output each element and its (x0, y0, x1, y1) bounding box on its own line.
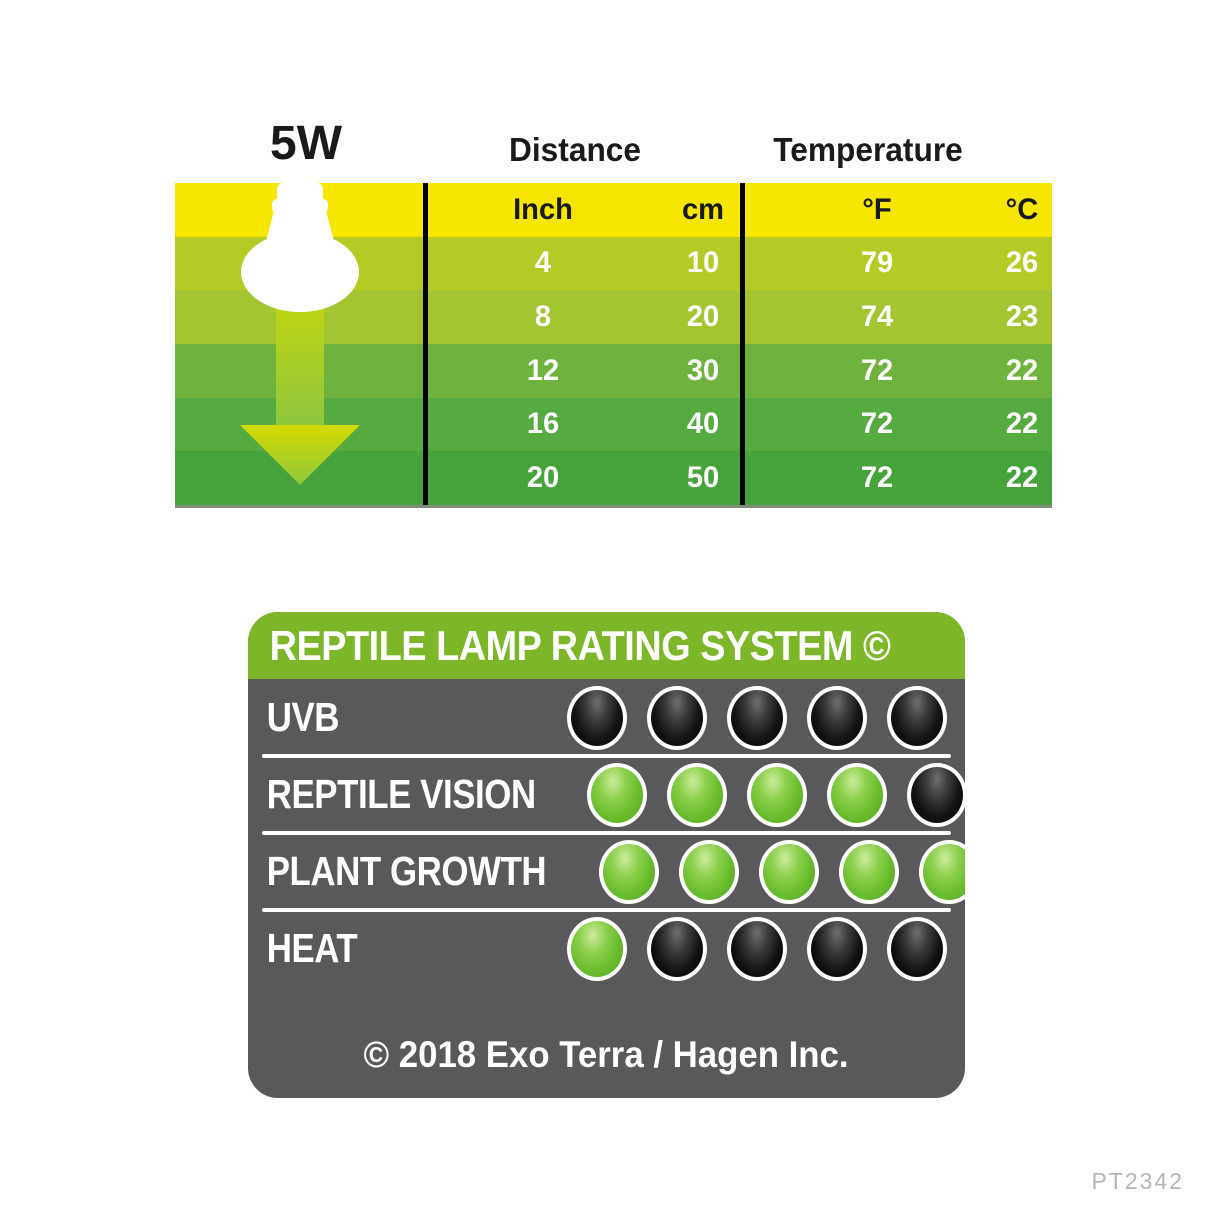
rating-dot-empty-icon (807, 916, 867, 981)
table-cell: 50 (686, 461, 720, 495)
rating-label: PLANT GROWTH (266, 848, 547, 894)
rating-panel-title: REPTILE LAMP RATING SYSTEM © (269, 621, 891, 669)
rating-rows: UVB REPTILE VISION PLANT GROWTH HEAT (248, 679, 965, 987)
table-cell: 16 (526, 407, 560, 441)
rating-dot-filled-icon (838, 839, 899, 904)
table-column-header: °C (1005, 192, 1039, 226)
rating-label: UVB (266, 694, 340, 740)
copyright-footer: © 2018 Exo Terra / Hagen Inc. (248, 1034, 965, 1076)
table-cell: 22 (1005, 407, 1039, 441)
rating-dot-filled-icon (586, 762, 647, 827)
table-row: 20 50 72 22 (175, 451, 1052, 505)
rating-dot-empty-icon (887, 685, 947, 750)
rating-dot-empty-icon (727, 685, 787, 750)
rating-dots (567, 916, 947, 981)
rating-row-reptile-vision: REPTILE VISION (248, 756, 965, 835)
table-cell: 22 (1005, 353, 1039, 387)
table-cell: 79 (860, 246, 894, 280)
rating-dot-filled-icon (567, 916, 627, 981)
rating-dot-filled-icon (826, 762, 887, 827)
product-code: PT2342 (1091, 1168, 1184, 1194)
wattage-label: 5W (270, 117, 342, 170)
table-divider-left (423, 183, 428, 505)
table-cell: 40 (686, 407, 720, 441)
table-cell: 4 (534, 246, 552, 280)
rating-dot-empty-icon (887, 916, 947, 981)
rating-row-heat: HEAT (248, 910, 965, 987)
rating-dots (567, 685, 947, 750)
table-cell: 72 (860, 353, 894, 387)
distance-column-title: Distance (508, 131, 642, 168)
lamp-bulb-arrow-icon (240, 183, 360, 485)
rating-dot-filled-icon (918, 839, 965, 904)
rating-dots (586, 762, 965, 827)
table-cell: 8 (534, 300, 552, 334)
temperature-column-title: Temperature (773, 131, 963, 168)
rating-dot-filled-icon (598, 839, 659, 904)
table-column-header: cm (681, 192, 725, 226)
table-cell: 23 (1005, 300, 1039, 334)
table-cell: 10 (686, 246, 720, 280)
table-cell: 30 (686, 353, 720, 387)
table-cell: 20 (686, 300, 720, 334)
rating-dot-empty-icon (807, 685, 867, 750)
table-cell: 26 (1005, 246, 1039, 280)
table-cell: 12 (526, 353, 560, 387)
rating-dot-filled-icon (678, 839, 739, 904)
distance-temperature-table: Inch cm °F °C 4 10 79 26 8 20 74 23 12 30 72 22 16 40 72 22… (175, 183, 1052, 508)
rating-dot-empty-icon (647, 685, 707, 750)
table-cell: 72 (860, 407, 894, 441)
rating-label: REPTILE VISION (266, 771, 536, 817)
copyright-text: © 2018 Exo Terra / Hagen Inc. (363, 1034, 850, 1075)
table-column-header: °F (862, 192, 892, 226)
rating-dot-empty-icon (567, 685, 627, 750)
table-cell: 74 (860, 300, 894, 334)
rating-label: HEAT (266, 925, 358, 971)
table-cell: 72 (860, 461, 894, 495)
rating-dot-empty-icon (906, 762, 965, 827)
table-cell: 22 (1005, 461, 1039, 495)
table-column-header: Inch (513, 192, 573, 226)
rating-dot-filled-icon (666, 762, 727, 827)
rating-row-plant-growth: PLANT GROWTH (248, 833, 965, 912)
rating-dot-empty-icon (727, 916, 787, 981)
rating-dot-empty-icon (647, 916, 707, 981)
table-cell: 20 (526, 461, 560, 495)
reptile-lamp-rating-panel: REPTILE LAMP RATING SYSTEM © UVB REPTILE … (248, 612, 965, 1098)
rating-panel-header: REPTILE LAMP RATING SYSTEM © (248, 612, 965, 679)
rating-row-uvb: UVB (248, 679, 965, 758)
rating-dots (598, 839, 965, 904)
rating-dot-filled-icon (746, 762, 807, 827)
rating-dot-filled-icon (758, 839, 819, 904)
table-divider-right (740, 183, 745, 505)
